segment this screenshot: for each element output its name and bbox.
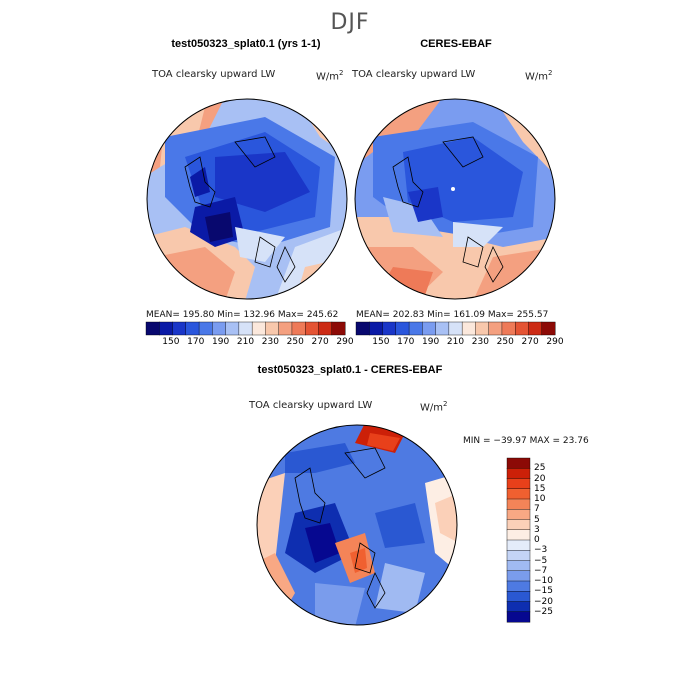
colorbar-swatch bbox=[159, 321, 174, 336]
colorbar-swatch bbox=[291, 321, 306, 336]
colorbar-swatch bbox=[528, 321, 543, 336]
diff-cb-label: −20 bbox=[534, 596, 553, 607]
colorbar-swatch bbox=[355, 321, 370, 336]
colorbar-swatch bbox=[145, 321, 160, 336]
diff-colorbar-swatch bbox=[506, 580, 531, 592]
diff-colorbar bbox=[506, 457, 531, 623]
right-cb-label: 230 bbox=[471, 337, 489, 347]
colorbar-swatch bbox=[382, 321, 397, 336]
diff-colorbar-swatch bbox=[506, 468, 531, 480]
right-cb-label: 270 bbox=[521, 337, 539, 347]
colorbar-swatch bbox=[331, 321, 346, 336]
colorbar-swatch bbox=[541, 321, 556, 336]
colorbar-swatch bbox=[435, 321, 450, 336]
diff-colorbar-swatch bbox=[506, 570, 531, 582]
colorbar-swatch bbox=[488, 321, 503, 336]
left-cb-label: 290 bbox=[336, 337, 354, 347]
diff-cb-label: 0 bbox=[534, 535, 540, 545]
right-panel-subtitle: TOA clearsky upward LW bbox=[352, 69, 476, 80]
colorbar-swatch bbox=[422, 321, 437, 336]
diff-colorbar-labels: 25 20 15 10 7 5 3 0 −3 −5 −7 −10 −15 −20… bbox=[534, 458, 574, 622]
right-colorbar-labels: 150 170 190 210 230 250 270 290 bbox=[356, 337, 563, 349]
left-cb-label: 190 bbox=[212, 337, 230, 347]
left-panel-title: test050323_splat0.1 (yrs 1-1) bbox=[171, 38, 321, 50]
diff-cb-label: −3 bbox=[534, 545, 548, 556]
colorbar-swatch bbox=[238, 321, 253, 336]
diff-minmax: MIN = −39.97 MAX = 23.76 bbox=[463, 436, 589, 446]
left-cb-label: 150 bbox=[162, 337, 180, 347]
colorbar-swatch bbox=[225, 321, 240, 336]
diff-cb-label: −10 bbox=[534, 576, 553, 586]
diff-panel-subtitle: TOA clearsky upward LW bbox=[249, 400, 373, 411]
diff-cb-label: 25 bbox=[534, 463, 546, 474]
right-cb-label: 150 bbox=[372, 337, 390, 347]
diff-colorbar-swatch bbox=[506, 509, 531, 521]
diff-cb-label: −5 bbox=[534, 555, 548, 566]
right-panel-title: CERES-EBAF bbox=[420, 38, 492, 50]
right-polar-map bbox=[354, 98, 556, 300]
right-panel-stats: MEAN= 202.83 Min= 161.09 Max= 255.57 bbox=[356, 310, 549, 320]
right-cb-label: 250 bbox=[496, 337, 514, 347]
diff-polar-map bbox=[256, 424, 458, 626]
colorbar-swatch bbox=[395, 321, 410, 336]
diff-colorbar-swatch bbox=[506, 478, 531, 490]
right-cb-label: 210 bbox=[446, 337, 465, 347]
diff-cb-label: 7 bbox=[534, 504, 540, 515]
diff-cb-label: 5 bbox=[534, 514, 540, 525]
diff-colorbar-swatch bbox=[506, 519, 531, 531]
diff-colorbar-swatch bbox=[506, 601, 531, 613]
diff-panel-units: W/m2 bbox=[420, 400, 448, 414]
colorbar-swatch bbox=[514, 321, 529, 336]
diff-cb-label: −7 bbox=[534, 565, 548, 576]
right-colorbar bbox=[355, 321, 556, 336]
right-cb-label: 290 bbox=[546, 337, 564, 347]
left-cb-label: 230 bbox=[261, 337, 279, 347]
colorbar-swatch bbox=[185, 321, 200, 336]
diff-cb-label: −15 bbox=[534, 586, 553, 597]
left-panel-units: W/m2 bbox=[316, 69, 344, 83]
left-panel-stats: MEAN= 195.80 Min= 132.96 Max= 245.62 bbox=[146, 310, 339, 320]
left-cb-label: 270 bbox=[311, 337, 329, 347]
colorbar-swatch bbox=[475, 321, 490, 336]
colorbar-swatch bbox=[461, 321, 476, 336]
diff-cb-label: 10 bbox=[534, 494, 546, 504]
left-cb-label: 250 bbox=[286, 337, 304, 347]
diff-cb-label: −25 bbox=[534, 606, 553, 617]
diff-colorbar-swatch bbox=[506, 488, 531, 500]
left-panel-subtitle: TOA clearsky upward LW bbox=[152, 69, 276, 80]
right-cb-label: 190 bbox=[422, 337, 440, 347]
colorbar-swatch bbox=[318, 321, 333, 336]
right-cb-label: 170 bbox=[397, 337, 415, 347]
diff-cb-label: 15 bbox=[534, 483, 546, 494]
diff-colorbar-swatch bbox=[506, 529, 531, 541]
colorbar-swatch bbox=[304, 321, 319, 336]
diff-cb-label: 20 bbox=[534, 473, 546, 484]
colorbar-swatch bbox=[278, 321, 293, 336]
colorbar-swatch bbox=[172, 321, 187, 336]
diff-colorbar-swatch bbox=[506, 550, 531, 562]
left-cb-label: 210 bbox=[236, 337, 255, 347]
diff-colorbar-swatch bbox=[506, 457, 531, 469]
left-polar-map bbox=[146, 98, 348, 300]
colorbar-swatch bbox=[212, 321, 227, 336]
colorbar-swatch bbox=[265, 321, 280, 336]
diff-panel-title: test050323_splat0.1 - CERES-EBAF bbox=[257, 364, 443, 376]
colorbar-swatch bbox=[369, 321, 384, 336]
colorbar-swatch bbox=[198, 321, 213, 336]
left-colorbar bbox=[145, 321, 346, 336]
diff-colorbar-swatch bbox=[506, 560, 531, 572]
left-cb-label: 170 bbox=[187, 337, 205, 347]
right-panel-units: W/m2 bbox=[525, 69, 553, 83]
left-colorbar-labels: 150 170 190 210 230 250 270 290 bbox=[146, 337, 353, 349]
diff-colorbar-swatch bbox=[506, 498, 531, 510]
colorbar-swatch bbox=[408, 321, 423, 336]
diff-colorbar-swatch bbox=[506, 539, 531, 551]
colorbar-swatch bbox=[448, 321, 463, 336]
season-title: DJF bbox=[330, 10, 370, 35]
colorbar-swatch bbox=[251, 321, 266, 336]
diff-cb-label: 3 bbox=[534, 524, 540, 535]
colorbar-swatch bbox=[501, 321, 516, 336]
diff-colorbar-swatch bbox=[506, 611, 531, 623]
diff-colorbar-swatch bbox=[506, 591, 531, 603]
